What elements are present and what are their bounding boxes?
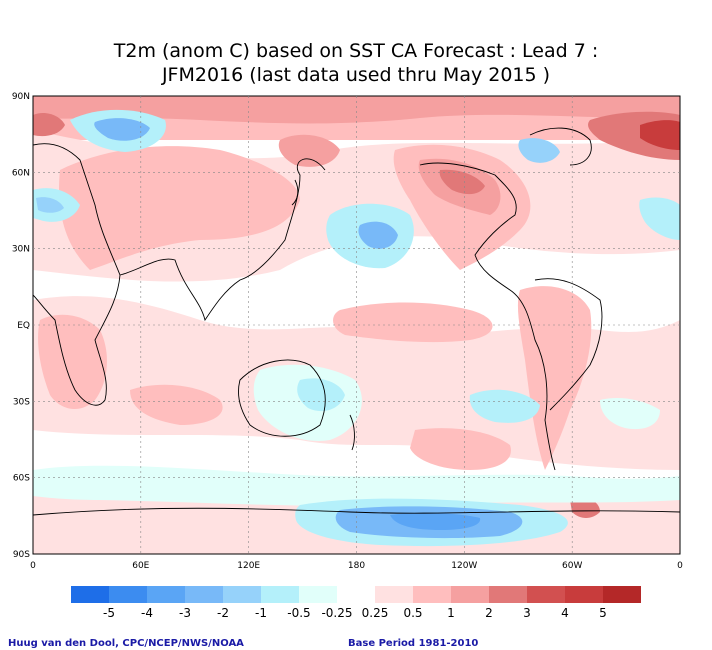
map-title-line1: T2m (anom C) based on SST CA Forecast : … (113, 40, 599, 62)
legend-label: 5 (599, 606, 607, 620)
coastline-south-america-east (534, 278, 603, 411)
legend-label: 3 (523, 606, 531, 620)
legend-label: -0.5 (287, 606, 310, 620)
legend-swatch (299, 586, 337, 603)
legend-labels: -5 -4 -3 -2 -1 -0.5 -0.25 0.25 0.5 1 2 3 4 5 (103, 606, 607, 620)
anomaly-field (33, 96, 680, 554)
legend-label: -1 (255, 606, 267, 620)
legend-label: -4 (141, 606, 153, 620)
lon-label-120w: 120W (451, 561, 477, 571)
legend-label: 0.5 (403, 606, 422, 620)
legend-swatch (185, 586, 223, 603)
legend-swatch (603, 586, 641, 603)
legend-swatch (223, 586, 261, 603)
legend-swatch (71, 586, 109, 603)
legend-label: -3 (179, 606, 191, 620)
legend-swatch (375, 586, 413, 603)
legend-swatch (261, 586, 299, 603)
lon-label-60w: 60W (562, 561, 582, 571)
legend-swatch (565, 586, 603, 603)
coastline-greenland (529, 127, 592, 166)
legend-swatch (413, 586, 451, 603)
map-title-line2: JFM2016 (last data used thru May 2015 ) (161, 64, 551, 86)
lat-label-90s: 90S (13, 550, 30, 560)
legend-swatch (451, 586, 489, 603)
legend-swatch (337, 586, 375, 603)
lon-label-120e: 120E (237, 561, 260, 571)
legend-swatch (109, 586, 147, 603)
coastlines (33, 127, 680, 516)
coastline-asia (119, 158, 326, 322)
lat-label-30s: 30S (13, 397, 30, 407)
coastline-australia (238, 359, 326, 437)
lat-label-60n: 60N (12, 168, 30, 178)
legend-label: 1 (447, 606, 455, 620)
lat-label-60s: 60S (13, 474, 30, 484)
lat-label-90n: 90N (12, 92, 30, 102)
coastline-africa-europe (33, 143, 121, 406)
lon-label-60e: 60E (132, 561, 149, 571)
lat-label-30n: 30N (12, 245, 30, 255)
lon-label-0-east-edge: 0 (677, 561, 683, 571)
coastline-antarctica (33, 507, 680, 516)
legend-label: -5 (103, 606, 115, 620)
legend-label: -0.25 (321, 606, 352, 620)
legend-label: 2 (485, 606, 493, 620)
legend-swatch (147, 586, 185, 603)
coastline-new-zealand (349, 414, 355, 451)
coastline-americas (419, 162, 556, 471)
legend-label: 0.25 (362, 606, 389, 620)
legend-label: 4 (561, 606, 569, 620)
credit-base-period: Base Period 1981-2010 (348, 638, 479, 649)
legend-swatch (527, 586, 565, 603)
legend-swatch (489, 586, 527, 603)
lon-label-0-west-edge: 0 (30, 561, 36, 571)
lon-label-180: 180 (348, 561, 365, 571)
credit-author: Huug van den Dool, CPC/NCEP/NWS/NOAA (8, 638, 244, 649)
coastline-japan (291, 179, 299, 206)
graticule (33, 96, 680, 554)
legend-color-bar (71, 586, 641, 603)
lat-label-eq: EQ (17, 321, 30, 331)
legend-label: -2 (217, 606, 229, 620)
